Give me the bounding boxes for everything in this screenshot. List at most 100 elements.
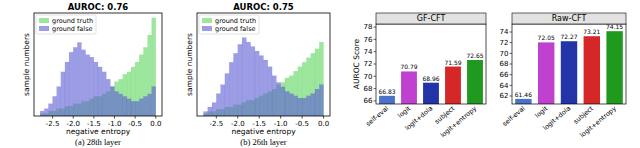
- hist-bar: [251, 47, 255, 116]
- y-tick-label: 76: [364, 36, 373, 44]
- hist-bar: [212, 103, 216, 116]
- bar: [584, 36, 600, 104]
- legend-label: ground false: [215, 25, 256, 33]
- y-tick-label: 68: [500, 60, 509, 68]
- hist-bar: [319, 85, 323, 116]
- hist-bar: [294, 96, 298, 116]
- x-tick: [237, 116, 238, 119]
- x-tick: [259, 116, 260, 119]
- hist-bar: [208, 107, 212, 116]
- hist-bar: [152, 18, 156, 116]
- y-tick-label: 62: [500, 92, 509, 100]
- x-tick-label: -0.5: [128, 120, 142, 128]
- data-label: 72.05: [538, 34, 555, 41]
- title: AUROC: 0.76: [68, 2, 129, 12]
- bar: [401, 71, 417, 104]
- hist-bar: [106, 79, 110, 116]
- y-label: sample numbers: [22, 33, 31, 96]
- bar: [561, 41, 577, 104]
- legend-box: [36, 15, 96, 34]
- y-tick: [374, 27, 377, 28]
- bar: [467, 60, 483, 104]
- hist-bar: [119, 79, 123, 116]
- bar: [379, 96, 395, 104]
- y-tick-label: 78: [364, 23, 373, 31]
- data-label: 73.21: [583, 28, 600, 35]
- hist-bar: [259, 56, 263, 116]
- legend-label: ground false: [52, 25, 93, 33]
- hist-bar: [40, 111, 44, 116]
- x-tick-label: -2.5: [209, 120, 223, 128]
- legend-swatch: [202, 18, 212, 23]
- hist-bar: [131, 67, 135, 116]
- hist-bar: [306, 96, 310, 116]
- hist-bar: [315, 89, 319, 116]
- hist-bar: [135, 101, 139, 116]
- title-box: [376, 13, 486, 24]
- y-tick: [510, 96, 513, 97]
- hist-bar: [285, 91, 289, 116]
- legend: ground truthground false: [36, 15, 96, 34]
- x-tick: [93, 116, 94, 119]
- data-label: 72.65: [466, 52, 483, 59]
- hist-bar: [276, 82, 280, 116]
- data-label: 70.79: [400, 63, 417, 70]
- hist-bar: [148, 94, 152, 116]
- legend-swatch: [39, 26, 49, 31]
- hist-bar: [319, 42, 323, 116]
- x-tick: [216, 116, 217, 119]
- hist-bar: [315, 49, 319, 116]
- y-label: AUROC Score: [352, 38, 361, 89]
- x-tick-label: -0.5: [295, 120, 309, 128]
- y-tick-label: 72: [364, 60, 373, 68]
- plot-area: [379, 60, 483, 104]
- hist-bar: [127, 99, 131, 116]
- hist-bar: [115, 91, 119, 116]
- legend: ground truthground false: [199, 15, 259, 34]
- y-tick: [510, 53, 513, 54]
- data-label: 61.46: [515, 91, 532, 98]
- hist-bar: [289, 94, 293, 116]
- hist-bar: [272, 76, 276, 116]
- x-tick-label: self-eval: [501, 104, 527, 128]
- hist-bar: [65, 62, 69, 116]
- y-tick-label: 70: [364, 73, 373, 81]
- y-tick: [374, 64, 377, 65]
- title-box: [512, 13, 626, 24]
- y-tick: [374, 76, 377, 77]
- x-tick-label: self-eval: [364, 104, 390, 128]
- hist-bar: [294, 71, 298, 116]
- frame: [197, 13, 330, 116]
- hist-bar: [281, 82, 285, 116]
- title: GF-CFT: [417, 14, 446, 23]
- y-tick: [374, 88, 377, 89]
- hist-bar: [152, 87, 156, 116]
- hist-bar: [311, 94, 315, 116]
- frame: [376, 24, 486, 104]
- hist-bar: [135, 62, 139, 116]
- y-tick: [374, 100, 377, 101]
- title: AUROC: 0.75: [233, 2, 294, 12]
- hist-bar: [119, 94, 123, 116]
- hist-bar: [225, 73, 229, 116]
- hist-bar: [90, 57, 94, 116]
- hist-bar: [298, 67, 302, 116]
- title: Raw-CFT: [552, 14, 587, 23]
- y-tick-label: 66: [364, 97, 373, 105]
- legend-label: ground truth: [215, 17, 256, 25]
- x-tick: [52, 116, 53, 119]
- x-label: negative entropy: [231, 127, 296, 136]
- x-tick-label: logit+dola: [541, 104, 572, 132]
- hist-bar: [233, 53, 237, 116]
- hist-bar: [77, 42, 81, 116]
- x-tick-label: logit+dola: [403, 104, 434, 132]
- x-tick: [155, 116, 156, 119]
- hist-bar: [238, 44, 242, 116]
- hist-bar: [264, 60, 268, 116]
- x-tick-label: logit: [396, 104, 412, 120]
- x-tick-label: logit+entropy: [578, 104, 618, 139]
- legend-label: ground truth: [52, 17, 93, 25]
- legend-swatch: [202, 26, 212, 31]
- legend-swatch: [39, 18, 49, 23]
- hist-bar: [216, 94, 220, 116]
